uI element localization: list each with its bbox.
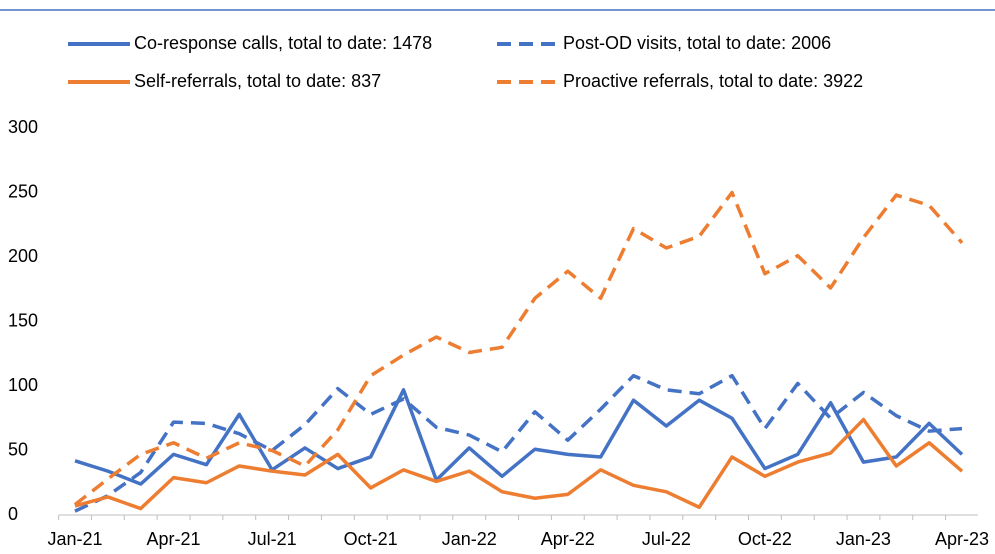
- x-tick-label: Oct-22: [738, 529, 792, 549]
- x-tick-label: Jan-22: [442, 529, 497, 549]
- legend-label: Proactive referrals, total to date: 3922: [563, 71, 863, 91]
- legend-label: Co-response calls, total to date: 1478: [134, 33, 432, 53]
- legend-label: Self-referrals, total to date: 837: [134, 71, 381, 91]
- x-tick-label: Jul-22: [642, 529, 691, 549]
- y-tick-label: 0: [8, 504, 18, 524]
- legend-label: Post-OD visits, total to date: 2006: [563, 33, 831, 53]
- x-tick-label: Oct-21: [344, 529, 398, 549]
- y-tick-label: 200: [8, 246, 38, 266]
- y-tick-label: 50: [8, 439, 28, 459]
- x-tick-label: Jul-21: [248, 529, 297, 549]
- series-line: [74, 373, 963, 513]
- x-tick-label: Jan-23: [836, 529, 891, 549]
- x-tick-label: Apr-23: [935, 529, 989, 549]
- y-tick-label: 150: [8, 310, 38, 330]
- y-tick-label: 100: [8, 375, 38, 395]
- x-tick-label: Jan-21: [47, 529, 102, 549]
- x-tick-label: Apr-22: [541, 529, 595, 549]
- series-line: [74, 388, 964, 486]
- series-line: [74, 417, 964, 511]
- y-tick-label: 250: [8, 181, 38, 201]
- series-line: [73, 190, 964, 507]
- y-tick-label: 300: [8, 117, 38, 137]
- x-tick-label: Apr-21: [147, 529, 201, 549]
